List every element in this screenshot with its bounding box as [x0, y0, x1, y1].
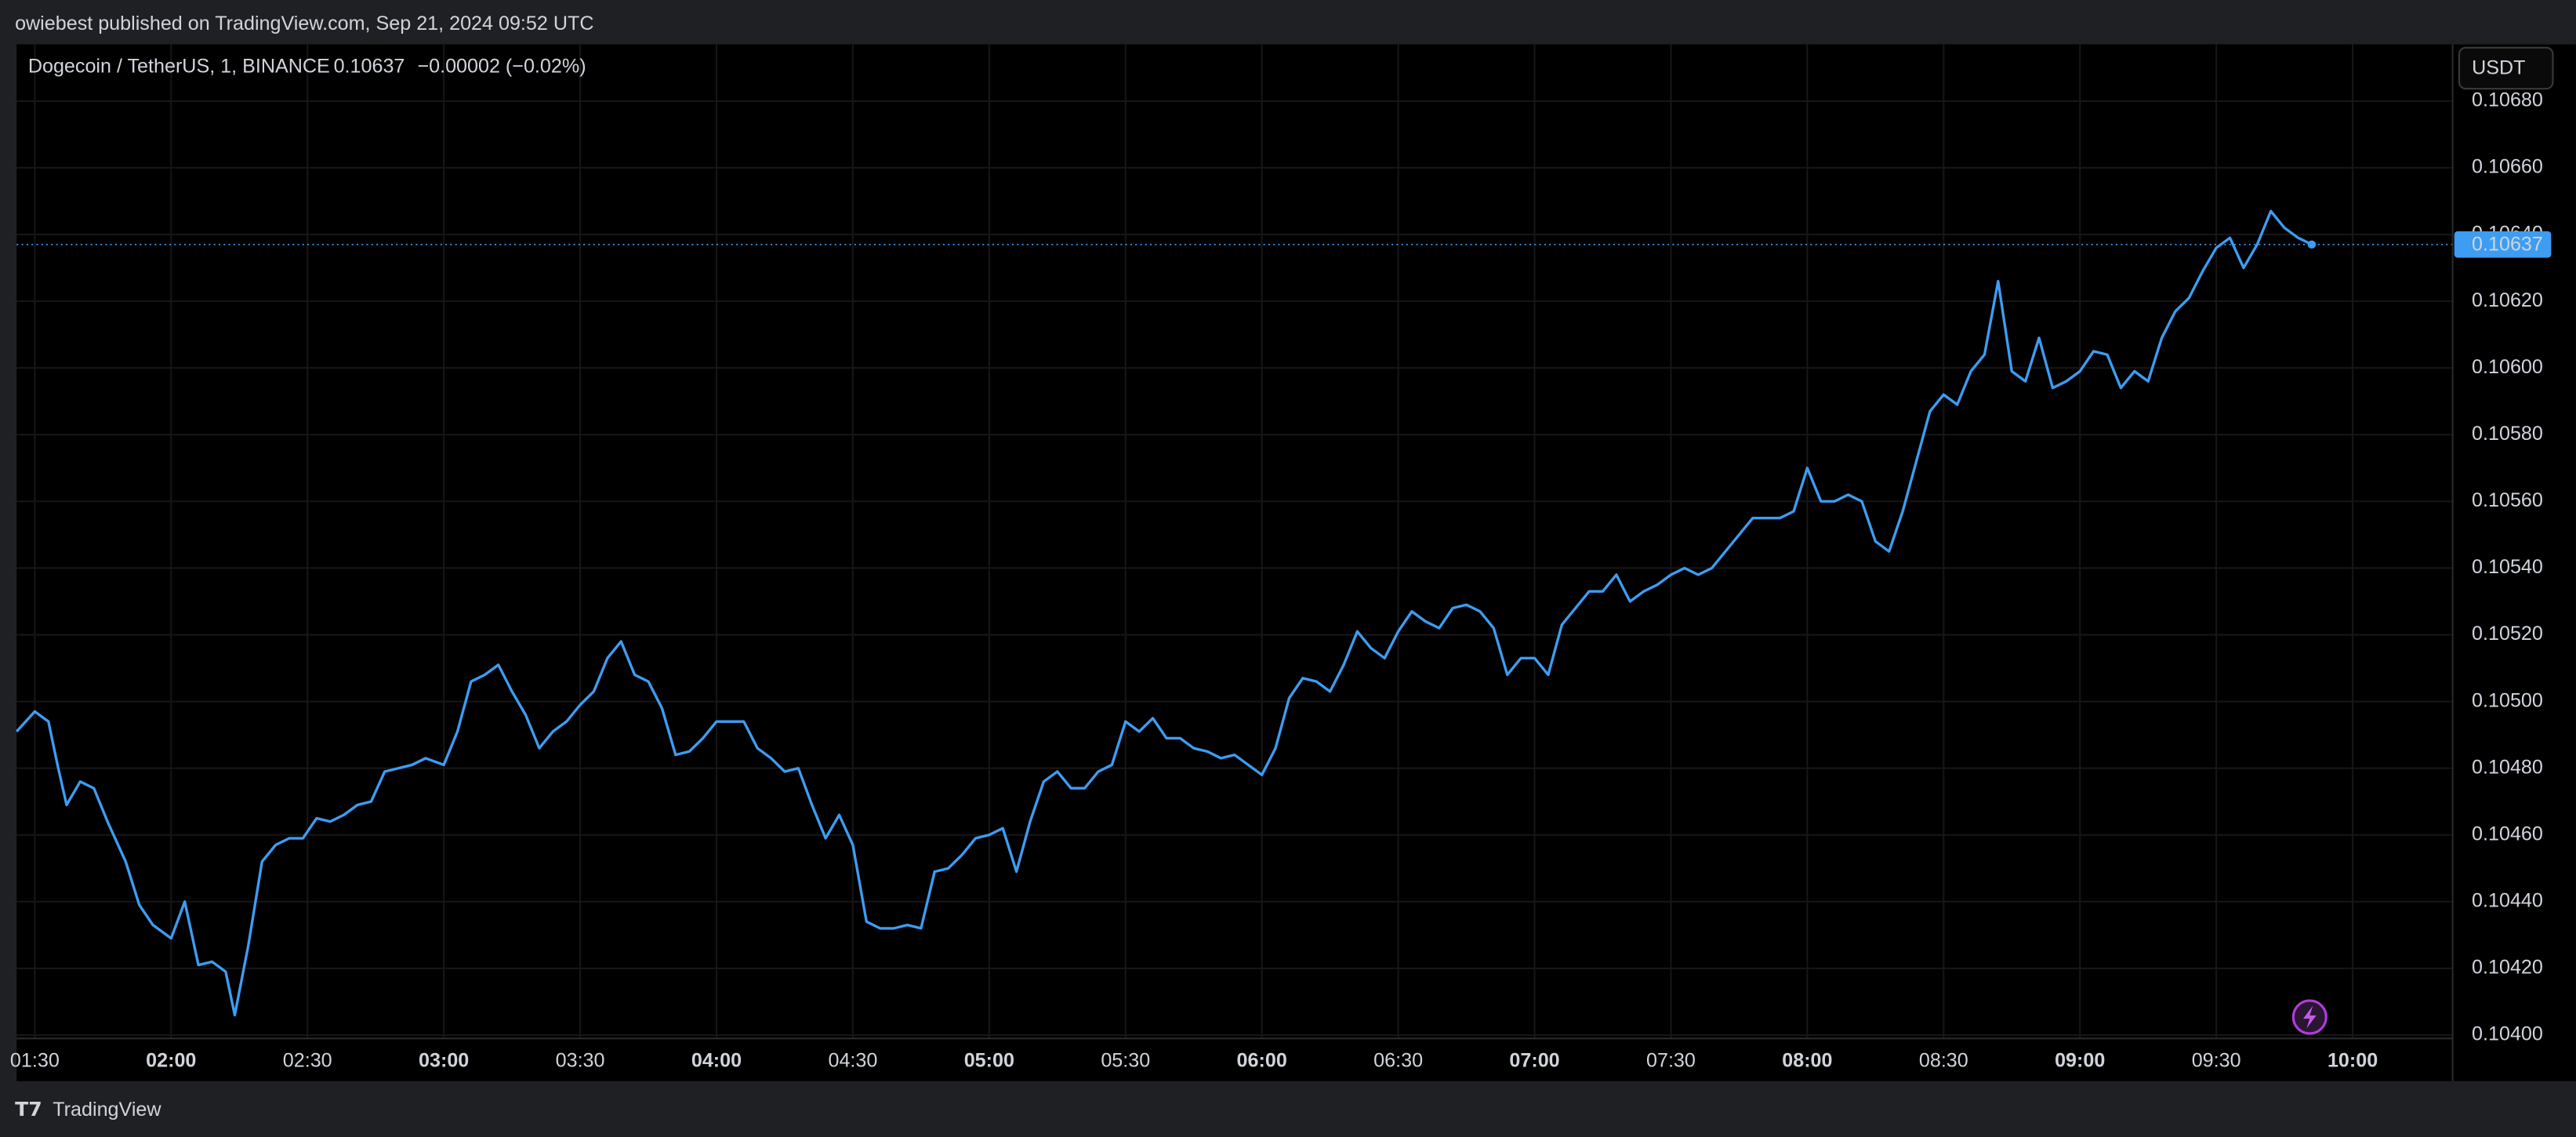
x-tick-label: 04:30	[828, 1049, 877, 1071]
x-tick-label: 02:30	[283, 1049, 332, 1071]
x-tick-label: 09:00	[2055, 1049, 2105, 1071]
x-tick-label: 06:30	[1373, 1049, 1423, 1071]
currency-button[interactable]	[2458, 46, 2554, 90]
y-tick-label: 0.10680	[2472, 89, 2543, 111]
x-tick-label: 07:30	[1646, 1049, 1696, 1071]
y-tick-label: 0.10480	[2472, 756, 2543, 778]
y-tick-label: 0.10400	[2472, 1023, 2543, 1045]
last-point	[2307, 240, 2317, 249]
plot: 01:30 02:00 02:30 03:00 03:30 04:00 04:30 05:00…	[10, 44, 2552, 1071]
x-tick-label: 06:00	[1237, 1049, 1287, 1071]
y-tick-label: 0.10520	[2472, 623, 2543, 645]
y-tick-label: 0.10620	[2472, 289, 2543, 311]
price-line	[15, 209, 2313, 1017]
y-tick-label: 0.10560	[2472, 489, 2543, 511]
currency-label[interactable]: USDT	[2472, 57, 2525, 79]
legend-change: −0.00002 (−0.02%)	[417, 56, 586, 78]
x-tick-label: 03:30	[556, 1049, 605, 1071]
x-tick-label: 10:00	[2327, 1049, 2378, 1071]
y-tick-label: 0.10600	[2472, 356, 2543, 378]
legend-title: Dogecoin / TetherUS, 1, BINANCE	[28, 56, 330, 78]
header-text: owiebest published on TradingView.com, S…	[15, 13, 593, 35]
x-tick-label: 04:00	[691, 1049, 742, 1071]
lightning-glyph	[2302, 1005, 2317, 1029]
last-price-box	[2454, 231, 2552, 258]
y-tick-label: 0.10440	[2472, 890, 2543, 912]
y-tick-label: 0.10500	[2472, 689, 2543, 711]
x-tick-label: 05:00	[964, 1049, 1014, 1071]
footer-brand: TradingView	[53, 1099, 161, 1121]
x-tick-label: 03:00	[419, 1049, 469, 1071]
x-tick-label: 09:30	[2192, 1049, 2241, 1071]
x-tick-label: 08:30	[1919, 1049, 1968, 1071]
y-tick-label: 0.10460	[2472, 823, 2543, 845]
y-tick-label: 0.10540	[2472, 556, 2543, 578]
footer-logo: 𝗧𝟳	[15, 1099, 42, 1121]
chart-pane	[16, 44, 2576, 1081]
y-tick-label: 0.10660	[2472, 156, 2543, 178]
y-tick-label: 0.10420	[2472, 957, 2543, 979]
x-tick-label: 01:30	[10, 1049, 60, 1071]
legend-price: 0.10637	[334, 56, 405, 78]
x-tick-label: 08:00	[1782, 1049, 1832, 1071]
y-tick-label: 0.10580	[2472, 423, 2543, 445]
x-tick-label: 05:30	[1101, 1049, 1150, 1071]
x-tick-label: 07:00	[1509, 1049, 1559, 1071]
x-tick-label: 02:00	[146, 1049, 196, 1071]
last-price-label: 0.10637	[2472, 234, 2543, 256]
